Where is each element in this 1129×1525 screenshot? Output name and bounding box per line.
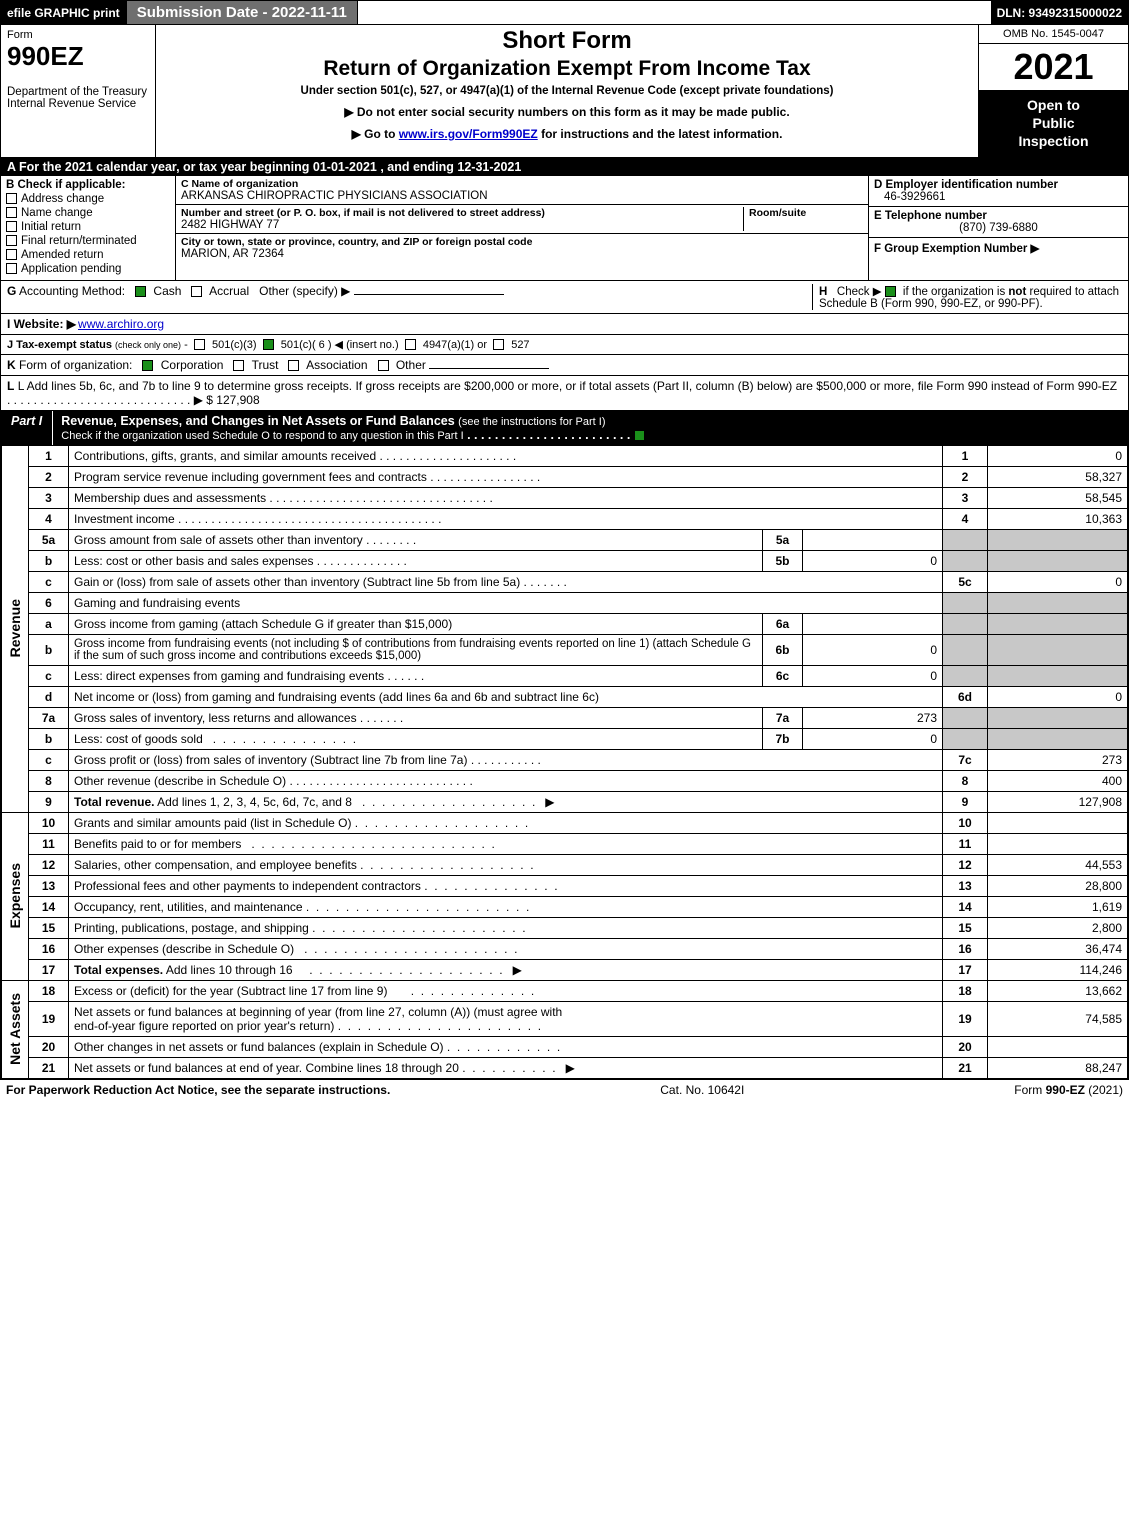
col-C: C Name of organization ARKANSAS CHIROPRA… <box>176 176 868 280</box>
row-6a: a Gross income from gaming (attach Sched… <box>2 613 1128 634</box>
footer: For Paperwork Reduction Act Notice, see … <box>0 1079 1129 1100</box>
col-B: B Check if applicable: Address change Na… <box>1 176 176 280</box>
row-8: 8 Other revenue (describe in Schedule O)… <box>2 770 1128 791</box>
header-mid: Short Form Return of Organization Exempt… <box>156 25 978 157</box>
line-H: H Check ▶ if the organization is not req… <box>812 284 1122 310</box>
main-table-wrap: Revenue 1 Contributions, gifts, grants, … <box>0 446 1129 1079</box>
row-6d: d Net income or (loss) from gaming and f… <box>2 686 1128 707</box>
chk-cash-icon <box>135 286 146 297</box>
row-21: 21 Net assets or fund balances at end of… <box>2 1057 1128 1078</box>
part-I-tab: Part I <box>1 411 53 445</box>
chk-name-change[interactable]: Name change <box>6 207 170 219</box>
block-BF: B Check if applicable: Address change Na… <box>0 176 1129 281</box>
ein-value: 46-3929661 <box>874 191 945 203</box>
room-suite-label: Room/suite <box>749 207 806 219</box>
row-10: Expenses 10 Grants and similar amounts p… <box>2 812 1128 833</box>
row-6c: c Less: direct expenses from gaming and … <box>2 665 1128 686</box>
line-I: I Website: ▶www.archiro.org <box>0 314 1129 335</box>
chk-H-icon <box>885 286 896 297</box>
row-5b: b Less: cost or other basis and sales ex… <box>2 550 1128 571</box>
C-street-row: Number and street (or P. O. box, if mail… <box>176 205 868 234</box>
row-9: 9 Total revenue. Add lines 1, 2, 3, 4, 5… <box>2 791 1128 812</box>
row-17: 17 Total expenses. Add lines 10 through … <box>2 959 1128 980</box>
irs-link[interactable]: www.irs.gov/Form990EZ <box>399 127 538 141</box>
chk-partI-scheduleO-icon <box>634 430 645 441</box>
line-K: K Form of organization: Corporation Trus… <box>0 355 1129 376</box>
tax-year: 2021 <box>979 44 1128 90</box>
col-DEF: D Employer identification number 46-3929… <box>868 176 1128 280</box>
row-7b: b Less: cost of goods sold . . . . . . .… <box>2 728 1128 749</box>
form-number: 990EZ <box>7 41 149 72</box>
row-19: 19 Net assets or fund balances at beginn… <box>2 1001 1128 1036</box>
C-city: City or town, state or province, country… <box>176 234 868 262</box>
header-left: Form 990EZ Department of the TreasuryInt… <box>1 25 156 157</box>
title-short-form: Short Form <box>160 27 974 55</box>
submission-date: Submission Date - 2022-11-11 <box>127 1 358 24</box>
top-bar: efile GRAPHIC print Submission Date - 20… <box>0 0 1129 25</box>
org-street: 2482 HIGHWAY 77 <box>181 219 279 231</box>
side-expenses: Expenses <box>2 812 29 980</box>
row-14: 14 Occupancy, rent, utilities, and maint… <box>2 896 1128 917</box>
website-link[interactable]: www.archiro.org <box>76 317 164 331</box>
side-revenue: Revenue <box>2 446 29 813</box>
row-5c: c Gain or (loss) from sale of assets oth… <box>2 571 1128 592</box>
D-ein: D Employer identification number 46-3929… <box>869 176 1128 207</box>
row-2: 2 Program service revenue including gove… <box>2 466 1128 487</box>
row-16: 16 Other expenses (describe in Schedule … <box>2 938 1128 959</box>
row-4: 4 Investment income . . . . . . . . . . … <box>2 508 1128 529</box>
chk-address-change[interactable]: Address change <box>6 193 170 205</box>
chk-final-return[interactable]: Final return/terminated <box>6 235 170 247</box>
org-name: ARKANSAS CHIROPRACTIC PHYSICIANS ASSOCIA… <box>181 190 488 202</box>
line-G: G Accounting Method: Cash Accrual Other … <box>7 284 812 310</box>
row-7c: c Gross profit or (loss) from sales of i… <box>2 749 1128 770</box>
F-group: F Group Exemption Number ▶ <box>869 238 1128 258</box>
dln: DLN: 93492315000022 <box>991 1 1128 24</box>
part-I-header: Part I Revenue, Expenses, and Changes in… <box>0 411 1129 446</box>
title-return: Return of Organization Exempt From Incom… <box>160 57 974 81</box>
form-table: Revenue 1 Contributions, gifts, grants, … <box>1 446 1128 1079</box>
efile-label[interactable]: efile GRAPHIC print <box>1 1 127 24</box>
row-5a: 5a Gross amount from sale of assets othe… <box>2 529 1128 550</box>
row-12: 12 Salaries, other compensation, and emp… <box>2 854 1128 875</box>
arrow-line-2: ▶ Go to www.irs.gov/Form990EZ for instru… <box>160 127 974 141</box>
row-11: 11 Benefits paid to or for members . . .… <box>2 833 1128 854</box>
part-I-title: Revenue, Expenses, and Changes in Net As… <box>53 411 1128 445</box>
dept-label: Department of the TreasuryInternal Reven… <box>7 86 149 110</box>
footer-mid: Cat. No. 10642I <box>660 1083 744 1097</box>
side-netassets: Net Assets <box>2 980 29 1078</box>
B-header: B Check if applicable: <box>6 179 170 191</box>
chk-application-pending[interactable]: Application pending <box>6 263 170 275</box>
chk-initial-return[interactable]: Initial return <box>6 221 170 233</box>
line-GH: G Accounting Method: Cash Accrual Other … <box>0 281 1129 314</box>
header-right: OMB No. 1545-0047 2021 Open toPublicInsp… <box>978 25 1128 157</box>
chk-amended-return[interactable]: Amended return <box>6 249 170 261</box>
chk-accrual-icon <box>191 286 202 297</box>
line-L: L L Add lines 5b, 6c, and 7b to line 9 t… <box>0 376 1129 411</box>
row-15: 15 Printing, publications, postage, and … <box>2 917 1128 938</box>
row-13: 13 Professional fees and other payments … <box>2 875 1128 896</box>
row-6: 6 Gaming and fundraising events <box>2 592 1128 613</box>
footer-left: For Paperwork Reduction Act Notice, see … <box>6 1083 390 1097</box>
row-18: Net Assets 18 Excess or (deficit) for th… <box>2 980 1128 1001</box>
phone-value: (870) 739-6880 <box>874 222 1123 234</box>
form-label: Form <box>7 29 149 41</box>
row-1: Revenue 1 Contributions, gifts, grants, … <box>2 446 1128 467</box>
org-city: MARION, AR 72364 <box>181 248 284 260</box>
line-A: A For the 2021 calendar year, or tax yea… <box>0 158 1129 176</box>
omb-number: OMB No. 1545-0047 <box>979 25 1128 44</box>
row-7a: 7a Gross sales of inventory, less return… <box>2 707 1128 728</box>
footer-right: Form 990-EZ (2021) <box>1014 1083 1123 1097</box>
row-20: 20 Other changes in net assets or fund b… <box>2 1036 1128 1057</box>
form-header: Form 990EZ Department of the TreasuryInt… <box>0 25 1129 158</box>
L-amount: ▶ $ 127,908 <box>194 393 260 407</box>
open-to-public: Open toPublicInspection <box>979 90 1128 157</box>
C-name: C Name of organization ARKANSAS CHIROPRA… <box>176 176 868 205</box>
line-J: J Tax-exempt status (check only one) - 5… <box>0 335 1129 355</box>
arrow-line-1: ▶ Do not enter social security numbers o… <box>160 105 974 119</box>
row-6b: b Gross income from fundraising events (… <box>2 634 1128 665</box>
E-phone: E Telephone number (870) 739-6880 <box>869 207 1128 238</box>
row-3: 3 Membership dues and assessments . . . … <box>2 487 1128 508</box>
title-sub: Under section 501(c), 527, or 4947(a)(1)… <box>160 85 974 97</box>
